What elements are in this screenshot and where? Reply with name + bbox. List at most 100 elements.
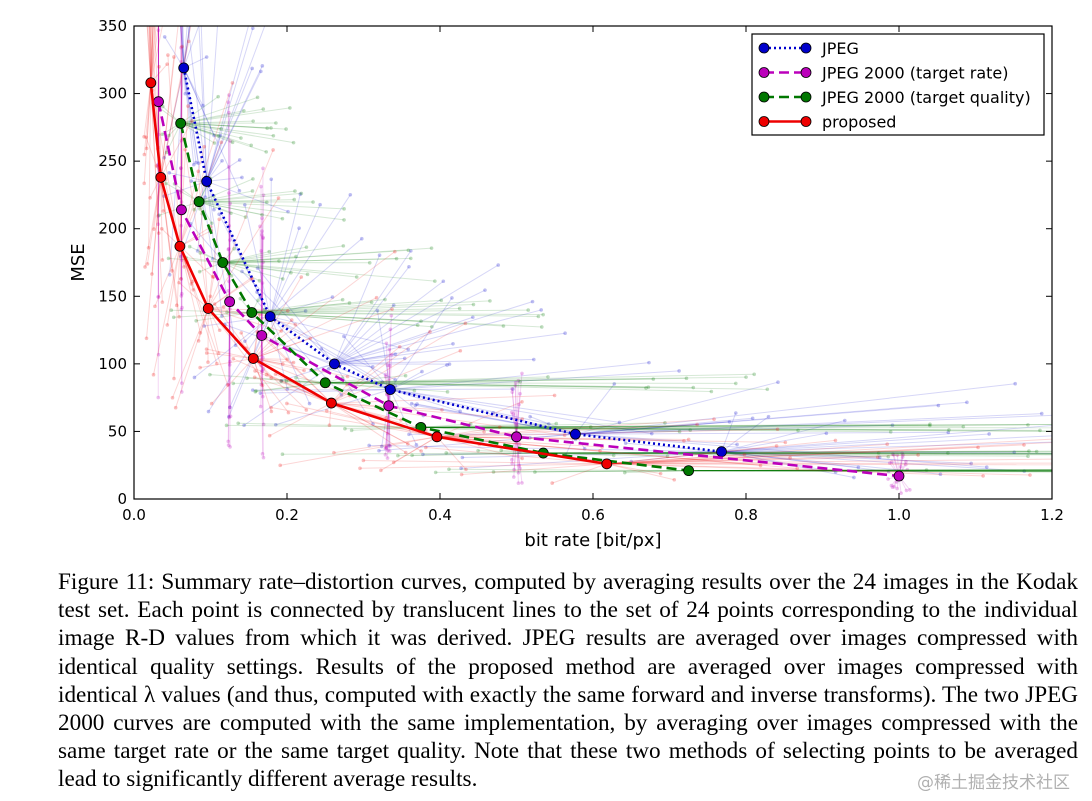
spoke-line <box>461 451 722 469</box>
spoke-point <box>1076 423 1080 427</box>
spoke-line <box>227 301 231 442</box>
series-line <box>149 82 607 466</box>
legend-marker <box>800 91 812 103</box>
spoke-point <box>260 369 264 373</box>
spoke-line <box>183 26 191 68</box>
spoke-point <box>179 45 183 50</box>
legend-marker <box>758 116 770 127</box>
spoke-line <box>425 446 607 465</box>
spoke-line <box>688 470 1052 472</box>
spoke-point <box>156 352 161 357</box>
spoke-line <box>516 404 520 437</box>
data-point <box>256 330 268 341</box>
spoke-line <box>606 442 1052 465</box>
spoke-point <box>520 371 524 376</box>
spoke-line <box>575 381 779 435</box>
spoke-line <box>160 26 192 178</box>
spoke-point <box>1039 411 1044 416</box>
spoke-line <box>380 436 438 471</box>
spoke-point <box>166 256 171 261</box>
spoke-point <box>219 140 224 145</box>
x-tick-label: 0.6 <box>581 506 605 524</box>
data-point <box>155 171 167 183</box>
data-point <box>217 257 229 268</box>
spoke-line <box>688 470 1052 473</box>
spoke-line <box>179 142 222 247</box>
spoke-line <box>493 470 689 473</box>
spoke-point <box>253 369 257 373</box>
spoke-point <box>227 93 231 97</box>
spoke-line <box>183 26 188 68</box>
spoke-point <box>180 44 184 49</box>
spoke-line <box>606 462 1052 465</box>
spoke-line <box>448 468 689 472</box>
spoke-line <box>180 122 252 146</box>
spoke-point <box>379 468 383 473</box>
spoke-line <box>241 271 335 365</box>
spoke-line <box>721 435 1052 453</box>
spoke-line <box>325 382 768 390</box>
spoke-line <box>606 463 675 481</box>
spoke-point <box>518 380 522 384</box>
spoke-point <box>928 423 932 428</box>
spoke-point <box>259 249 263 253</box>
spoke-point <box>420 369 424 374</box>
spoke-point <box>611 453 616 458</box>
spoke-line <box>436 426 500 438</box>
spoke-line <box>721 416 769 453</box>
spoke-point <box>271 133 276 138</box>
spoke-point <box>260 394 265 399</box>
spoke-point <box>348 192 353 197</box>
spoke-line <box>183 26 191 68</box>
spoke-point <box>776 380 780 384</box>
spoke-point <box>889 460 894 464</box>
spoke-line <box>325 376 548 384</box>
spoke-point <box>294 375 298 380</box>
spoke-line <box>529 433 576 439</box>
spoke-line <box>183 26 200 69</box>
spoke-point <box>429 246 434 250</box>
data-point <box>202 303 214 314</box>
spoke-line <box>721 451 1015 453</box>
spoke-line <box>376 310 391 390</box>
spoke-point <box>371 422 375 426</box>
spoke-point <box>179 258 184 262</box>
spoke-point <box>457 306 462 311</box>
spoke-point <box>541 312 545 317</box>
spoke-point <box>202 9 206 13</box>
spoke-point <box>261 193 266 197</box>
spoke-line <box>200 26 208 182</box>
spoke-point <box>261 366 266 371</box>
spoke-line <box>543 452 1052 455</box>
spoke-point <box>251 119 255 123</box>
spoke-point <box>1065 461 1069 465</box>
spoke-point <box>228 405 232 410</box>
spoke-line <box>179 246 182 279</box>
spoke-line <box>251 299 343 313</box>
spoke-point <box>178 190 183 194</box>
spoke-line <box>334 332 566 365</box>
spoke-point <box>280 277 285 281</box>
data-point <box>893 470 905 482</box>
spoke-point <box>384 416 389 420</box>
spoke-line <box>325 376 747 384</box>
spoke-point <box>267 433 272 438</box>
spoke-point <box>144 336 149 341</box>
spoke-point <box>260 229 264 233</box>
spoke-line <box>271 407 438 438</box>
spoke-point <box>385 431 390 436</box>
spoke-line <box>207 219 220 309</box>
spoke-point <box>546 375 550 379</box>
spoke-point <box>433 470 438 475</box>
spoke-point <box>279 378 284 383</box>
spoke-point <box>214 361 219 366</box>
spoke-point <box>824 431 829 436</box>
spoke-line <box>206 68 253 182</box>
spoke-point <box>227 415 232 420</box>
spoke-line <box>224 324 335 365</box>
spoke-line <box>251 312 504 327</box>
spoke-line <box>420 426 492 432</box>
spoke-point <box>528 414 532 419</box>
spoke-line <box>331 402 406 453</box>
x-tick-label: 0.0 <box>122 506 146 524</box>
